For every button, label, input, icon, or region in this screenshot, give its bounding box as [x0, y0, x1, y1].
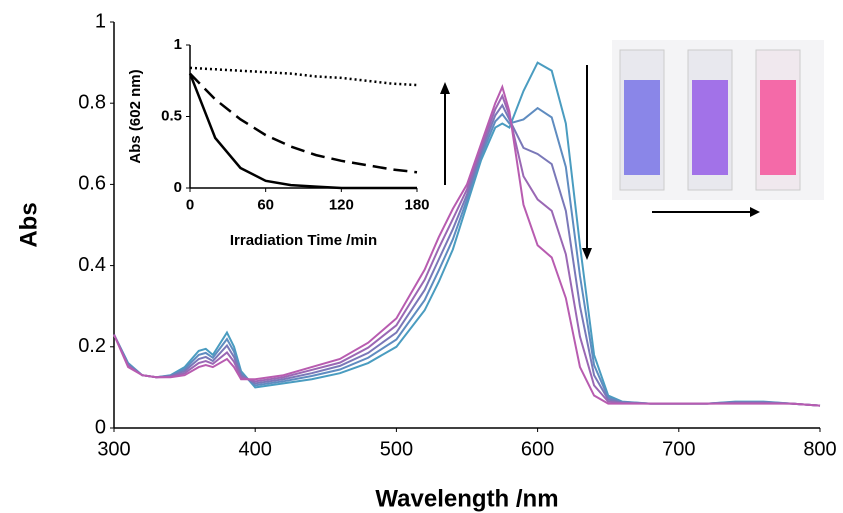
x-tick-label: 600: [521, 438, 554, 460]
x-tick-label: 400: [239, 438, 272, 460]
x-tick-label: 180: [404, 196, 429, 213]
x-tick-label: 0: [186, 196, 194, 213]
data-line: [189, 72, 418, 174]
y-axis-label: Abs: [15, 202, 42, 247]
x-tick-label: 300: [97, 438, 130, 460]
x-tick-label: 500: [380, 438, 413, 460]
x-axis-label: Irradiation Time /min: [230, 232, 377, 249]
y-axis-label: Abs (602 nm): [127, 69, 144, 163]
x-tick-label: 120: [329, 196, 354, 213]
data-line: [188, 73, 417, 190]
y-tick-label: 0.5: [161, 107, 182, 124]
x-tick-label: 60: [257, 196, 274, 213]
y-tick-label: 0: [95, 416, 106, 438]
cuvettes: [612, 40, 824, 217]
y-tick-label: 0.2: [78, 335, 106, 357]
y-tick-label: 0: [174, 179, 182, 196]
arrows: [440, 65, 592, 260]
y-tick-label: 0.6: [78, 173, 106, 195]
x-axis-label: Wavelength /nm: [375, 485, 558, 512]
x-tick-label: 700: [662, 438, 695, 460]
y-tick-label: 1: [174, 36, 182, 53]
inset-background: [130, 33, 432, 248]
y-tick-label: 0.4: [78, 254, 106, 276]
y-tick-label: 0.8: [78, 91, 106, 113]
y-tick-label: 1: [95, 10, 106, 32]
data-line: [113, 84, 821, 407]
x-tick-label: 800: [803, 438, 836, 460]
